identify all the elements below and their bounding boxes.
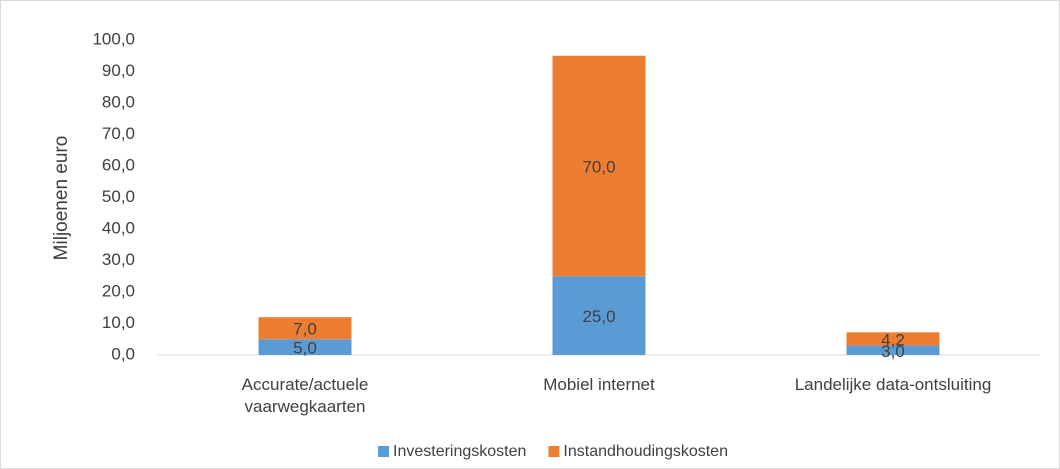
legend-label: Investeringskosten (393, 443, 526, 460)
y-tick-label: 10,0 (102, 313, 135, 332)
bar-segment (846, 345, 940, 355)
y-tick-label: 20,0 (102, 281, 135, 300)
y-tick-label: 90,0 (102, 61, 135, 80)
y-tick-label: 60,0 (102, 155, 135, 174)
legend-swatch (548, 446, 560, 457)
bar-segment (552, 55, 646, 277)
bar-segment (258, 339, 352, 355)
y-tick-label: 100,0 (92, 29, 135, 48)
data-label: 3,0 (881, 342, 905, 361)
x-tick-label: Accurate/actuele vaarwegkaarten (241, 375, 369, 416)
x-tick-label: Mobiel internet (543, 375, 655, 394)
data-label: 7,0 (293, 320, 317, 339)
legend-swatch (378, 446, 389, 457)
y-tick-label: 50,0 (102, 187, 135, 206)
y-tick-label: 40,0 (102, 218, 135, 237)
y-tick-label: 70,0 (102, 124, 135, 143)
data-label: 25,0 (582, 307, 615, 326)
x-tick-label: Landelijke data-ontsluiting (794, 375, 992, 394)
bar-segment (552, 276, 646, 355)
data-label: 5,0 (293, 339, 317, 358)
y-axis-title: Miljoenen euro (51, 136, 72, 261)
y-tick-label: 0,0 (111, 344, 135, 363)
y-tick-label: 80,0 (102, 92, 135, 111)
bar-segment (846, 332, 940, 346)
y-tick-label: 30,0 (102, 250, 135, 269)
data-label: 4,2 (881, 330, 905, 349)
bar-segment (258, 317, 352, 340)
legend-label: Instandhoudingskosten (563, 443, 728, 460)
data-label: 70,0 (582, 157, 615, 176)
